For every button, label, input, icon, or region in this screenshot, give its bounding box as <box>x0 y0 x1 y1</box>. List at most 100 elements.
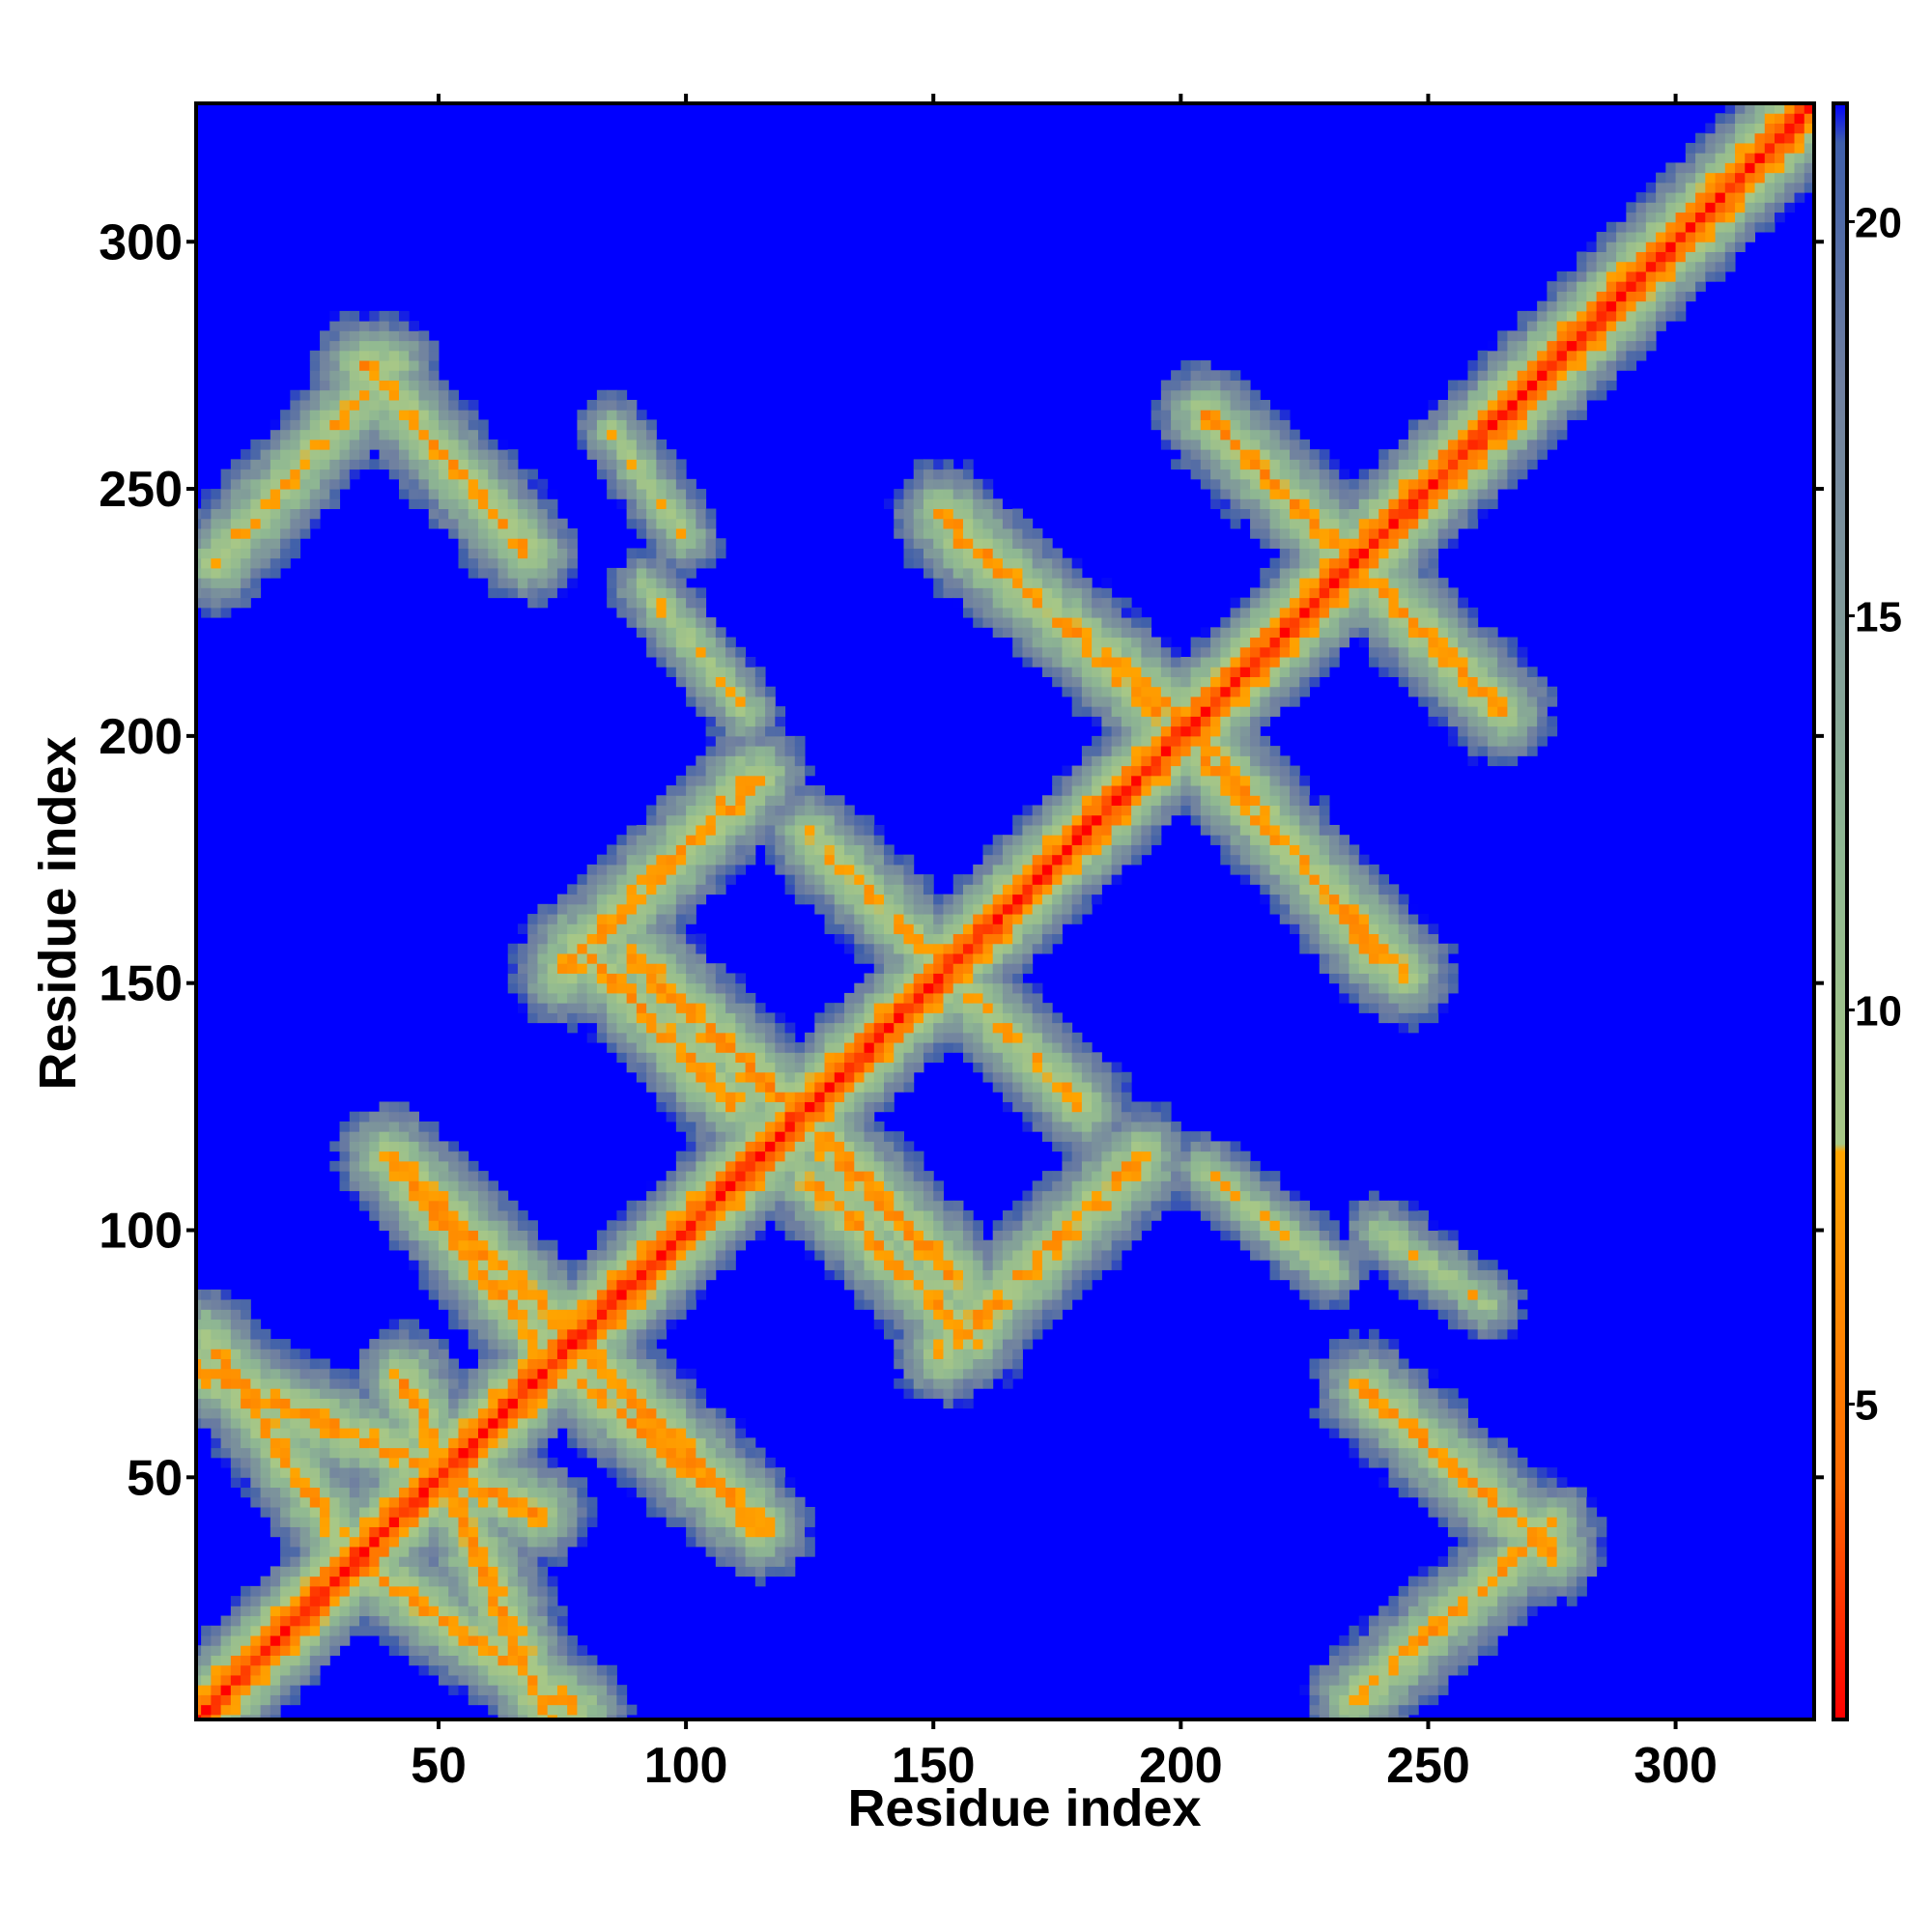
heatmap-cell <box>646 914 657 924</box>
heatmap-cell <box>290 1517 301 1527</box>
heatmap-cell <box>735 716 747 727</box>
heatmap-cell <box>903 518 915 529</box>
heatmap-cell <box>933 538 944 549</box>
heatmap-cell <box>735 795 747 807</box>
heatmap-cell <box>586 1388 598 1399</box>
heatmap-cell <box>923 527 934 539</box>
heatmap-cell <box>646 844 657 856</box>
heatmap-cell <box>903 1358 915 1370</box>
heatmap-cell <box>537 597 549 609</box>
heatmap-cell <box>962 1239 974 1251</box>
heatmap-cell <box>834 1111 845 1122</box>
heatmap-cell <box>725 676 736 688</box>
heatmap-cell <box>527 1319 538 1330</box>
heatmap-cell <box>814 1239 826 1251</box>
heatmap-cell <box>458 1437 469 1449</box>
heatmap-cell <box>715 725 726 737</box>
heatmap-cell <box>864 1082 875 1093</box>
heatmap-cell <box>388 1635 400 1646</box>
heatmap-cell <box>448 419 459 431</box>
heatmap-cell <box>547 952 558 964</box>
heatmap-cell <box>982 992 994 1004</box>
heatmap-cell <box>201 498 212 510</box>
heatmap-cell <box>280 1615 291 1627</box>
heatmap-cell <box>952 973 964 984</box>
heatmap-cell <box>329 1585 341 1597</box>
heatmap-cell <box>299 1349 311 1360</box>
heatmap-cell <box>556 548 568 559</box>
heatmap-cell <box>220 1289 232 1300</box>
heatmap-cell <box>349 1467 360 1478</box>
heatmap-cell <box>616 1398 628 1409</box>
heatmap-cell <box>913 1190 924 1202</box>
heatmap-cell <box>220 1328 232 1340</box>
heatmap-cell <box>873 992 885 1004</box>
heatmap-cell <box>992 963 1004 974</box>
heatmap-cell <box>537 1477 549 1489</box>
heatmap-cell <box>745 716 756 727</box>
heatmap-cell <box>349 1151 360 1162</box>
heatmap-cell <box>458 1576 469 1587</box>
heatmap-cell <box>646 1358 657 1370</box>
heatmap-cell <box>359 399 370 411</box>
heatmap-cell <box>567 1003 578 1013</box>
heatmap-cell <box>586 1714 598 1719</box>
heatmap-cell <box>626 1012 638 1024</box>
heatmap-cell <box>201 557 212 569</box>
heatmap-cell <box>418 1487 430 1498</box>
heatmap-cell <box>834 1003 845 1013</box>
heatmap-cell <box>696 646 707 658</box>
heatmap-cell <box>626 1289 638 1300</box>
heatmap-cell <box>399 1239 410 1251</box>
heatmap-cell <box>696 557 707 569</box>
heatmap-cell <box>409 1615 420 1627</box>
heatmap-cell <box>477 1249 489 1261</box>
heatmap-cell <box>705 1180 717 1192</box>
heatmap-cell <box>517 1299 528 1310</box>
heatmap-cell <box>903 992 915 1004</box>
heatmap-cell <box>428 1605 440 1617</box>
heatmap-cell <box>666 1022 677 1034</box>
heatmap-cell <box>379 429 390 440</box>
heatmap-cell <box>705 1160 717 1172</box>
heatmap-cell <box>765 1121 776 1132</box>
heatmap-cell <box>309 489 321 499</box>
heatmap-cell <box>962 1022 974 1034</box>
heatmap-cell <box>458 1615 469 1627</box>
heatmap-cell <box>320 1625 330 1636</box>
heatmap-cell <box>349 360 360 371</box>
heatmap-cell <box>715 1111 726 1122</box>
heatmap-cell <box>260 1477 271 1489</box>
heatmap-cell <box>696 657 707 668</box>
heatmap-cell <box>794 884 806 895</box>
heatmap-cell <box>290 469 301 480</box>
heatmap-cell <box>428 1664 440 1676</box>
heatmap-cell <box>725 1249 736 1261</box>
heatmap-cell <box>428 1349 440 1360</box>
heatmap-cell <box>556 1378 568 1389</box>
heatmap-cell <box>339 310 351 322</box>
heatmap-cell <box>220 1417 232 1429</box>
heatmap-cell <box>864 864 875 875</box>
heatmap-cell <box>913 933 924 945</box>
heatmap-cell <box>903 1032 915 1043</box>
heatmap-cell <box>894 963 904 974</box>
heatmap-cell <box>211 508 222 520</box>
heatmap-cell <box>844 1042 855 1053</box>
heatmap-cell <box>517 1319 528 1330</box>
heatmap-cell <box>666 1417 677 1429</box>
heatmap-cell <box>320 1437 330 1449</box>
heatmap-cell <box>339 1457 351 1468</box>
heatmap-cell <box>666 667 677 677</box>
heatmap-cell <box>409 1467 420 1478</box>
heatmap-cell <box>962 992 974 1004</box>
heatmap-cell <box>369 1210 381 1221</box>
heatmap-cell <box>349 399 360 411</box>
heatmap-cell <box>952 1368 964 1379</box>
heatmap-cell <box>527 1269 538 1281</box>
heatmap-cell <box>418 1239 430 1251</box>
heatmap-cell <box>725 1180 736 1192</box>
heatmap-cell <box>428 1131 440 1142</box>
heatmap-cell <box>943 1398 954 1409</box>
heatmap-cell <box>438 1536 449 1548</box>
